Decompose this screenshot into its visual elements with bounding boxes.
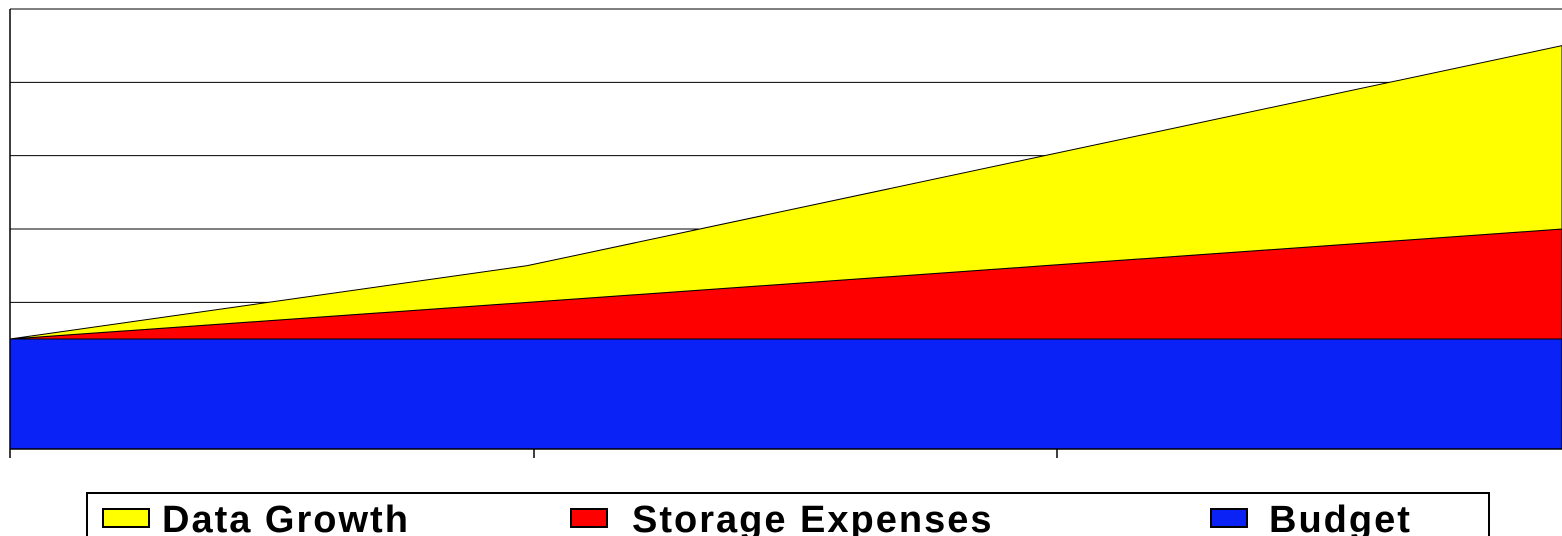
- legend-label-budget: Budget: [1269, 499, 1412, 536]
- legend-label-data-growth: Data Growth: [162, 499, 410, 536]
- area-series-growth: [9, 45, 1562, 340]
- area-series-budget: [9, 338, 1562, 450]
- plot-areas: [9, 45, 1562, 450]
- legend-swatch-data-growth: [102, 508, 150, 528]
- legend-box: [86, 492, 1490, 536]
- legend-label-storage-expenses: Storage Expenses: [632, 499, 993, 536]
- axes: [9, 9, 1562, 458]
- legend-swatch-budget: [1210, 508, 1248, 528]
- legend-swatch-storage-expenses: [570, 508, 608, 528]
- legend: Data Growth Storage Expenses Budget: [86, 492, 1490, 536]
